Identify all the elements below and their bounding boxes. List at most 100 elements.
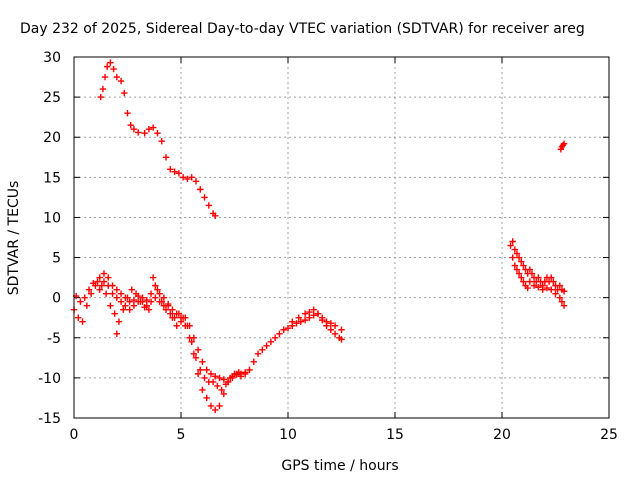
data-point [229,374,236,382]
data-point [141,304,148,311]
data-point [535,284,542,291]
data-point [511,262,519,269]
data-point [518,258,525,265]
data-point [550,278,557,285]
data-point [105,274,112,281]
data-point [124,109,131,117]
data-point [338,336,345,343]
data-point [96,274,103,281]
data-point [560,140,568,147]
y-tick-label: 30 [43,50,61,66]
data-point [107,302,114,309]
data-point [242,369,249,376]
data-point [83,302,91,309]
data-point [152,294,159,301]
data-point [113,294,120,301]
data-point [539,286,546,293]
data-point [201,374,208,382]
series-track-late [507,238,568,309]
data-point [520,278,527,285]
data-point [156,290,163,297]
data-point [306,308,313,316]
data-point [259,346,266,354]
data-point [535,274,542,281]
data-point [100,270,108,277]
data-point [194,370,202,378]
data-point [173,322,180,329]
data-point [145,126,153,133]
data-point [188,174,195,181]
data-point [188,338,195,345]
data-point [526,266,534,273]
data-point [276,330,283,337]
data-point [220,376,227,383]
data-point [117,290,125,297]
grid [74,57,609,418]
data-point [338,326,345,333]
series-track-mid-c [96,278,249,386]
data-point [117,77,125,85]
series-track-isolated [557,140,568,153]
data-point [126,298,133,305]
data-point [79,318,86,325]
data-point [224,378,232,386]
data-point [105,282,112,289]
data-point [507,242,514,249]
data-point [147,298,155,305]
data-point [194,346,202,354]
data-point [280,326,287,333]
data-point [186,322,193,329]
data-point [98,282,106,289]
data-point [113,330,120,337]
data-point [94,278,101,285]
data-point [109,290,116,297]
data-point [327,320,334,327]
data-point [90,280,97,287]
data-point [100,278,108,285]
data-point [101,73,109,81]
data-point [169,306,176,313]
data-point [331,322,339,329]
data-point [139,294,146,301]
data-point [560,302,568,309]
data-point [141,130,148,137]
data-point [130,302,138,309]
data-point [237,370,245,378]
x-tick-label: 5 [177,427,186,443]
x-tick-label: 25 [600,427,618,443]
data-point [526,278,534,285]
data-point [124,294,131,301]
data-point [135,129,142,136]
data-point [271,334,279,341]
data-point [306,314,313,321]
chart-title: Day 232 of 2025, Sidereal Day-to-day VTE… [20,21,585,37]
data-point [197,366,204,374]
data-point [190,350,198,358]
x-tick-label: 0 [70,427,79,443]
data-point [289,318,296,325]
data-point [182,314,189,321]
data-point [201,194,208,201]
data-point [121,89,128,97]
data-point [284,324,292,332]
data-point [212,373,219,380]
x-tick-label: 15 [386,427,404,443]
y-tick-labels: -15 -10 -5 0 5 10 15 20 25 30 [38,50,61,427]
data-point [205,202,213,209]
data-point [120,306,127,313]
data-point [323,322,330,329]
data-point [327,326,334,333]
data-point [509,238,516,245]
data-point [127,121,134,129]
data-point [301,316,309,324]
data-point [319,316,326,324]
data-point [97,93,104,101]
data-point [560,288,568,295]
data-point [162,306,170,313]
data-point [162,154,170,161]
data-point [199,358,206,366]
data-point [143,296,150,304]
y-tick-label: 10 [43,210,61,226]
data-point [254,350,262,358]
